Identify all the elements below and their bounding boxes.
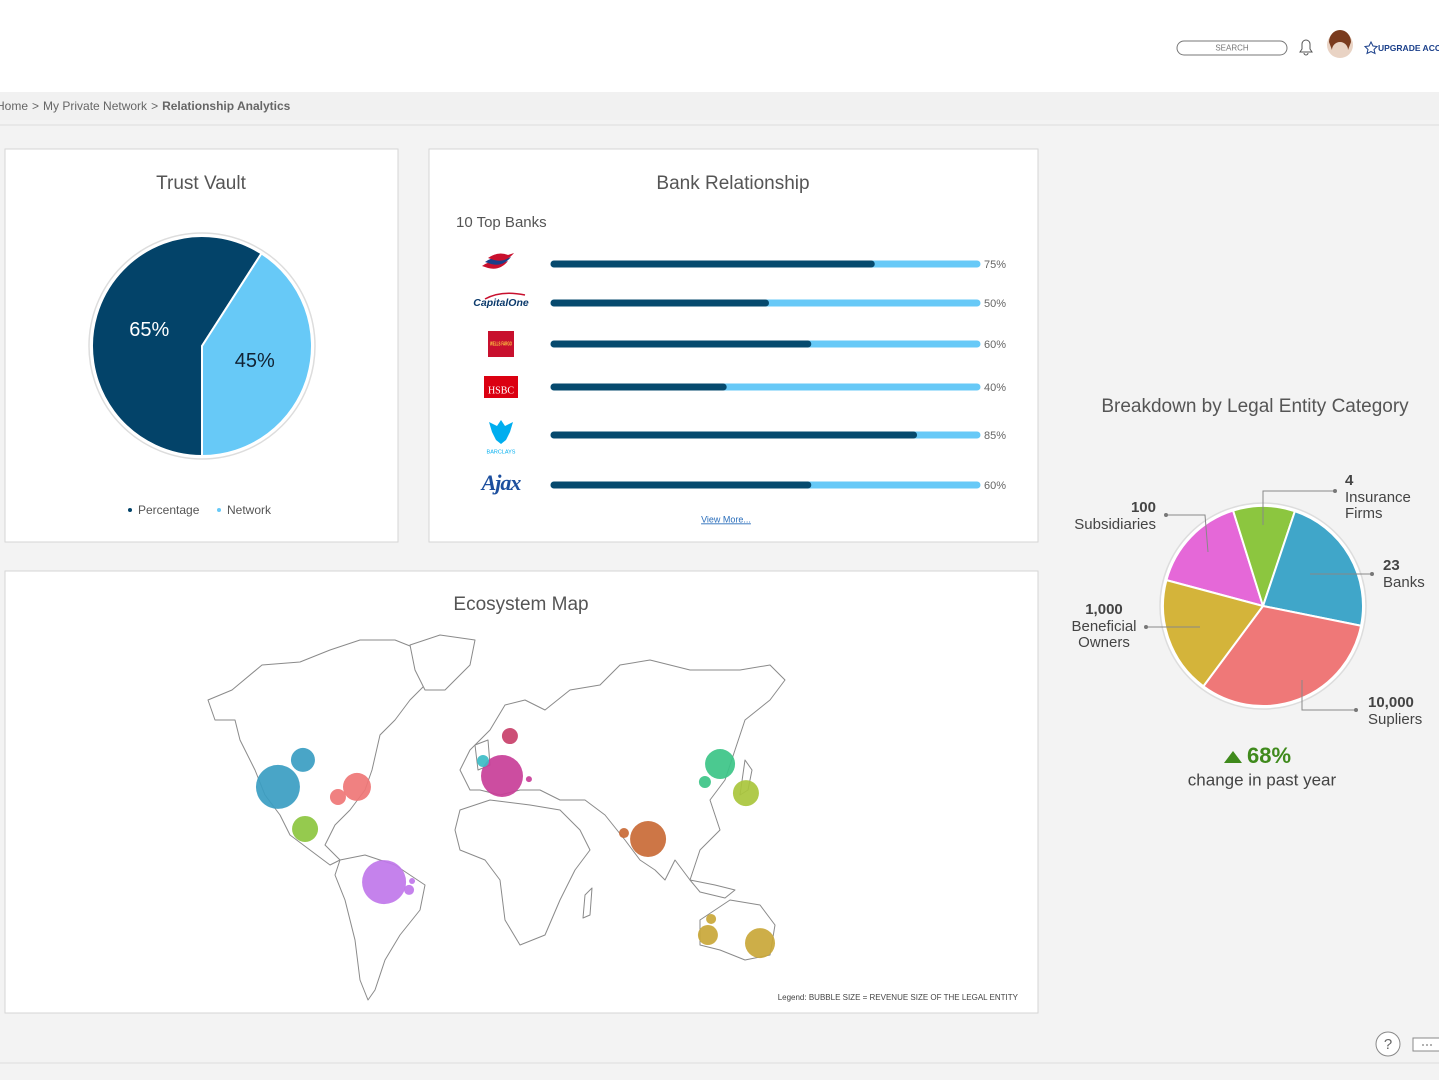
help-button[interactable] [1375,1031,1401,1057]
breadcrumb-separator: > [32,99,39,113]
card [4,570,1039,1014]
breadcrumb-bar [0,92,1439,120]
breadcrumb-item: Relationship Analytics [162,99,291,113]
leader-dot [1354,708,1358,712]
leader-dot [1144,625,1148,629]
chart-title: Ecosystem Map [453,594,588,615]
value-label: 75% [984,259,1006,271]
chart-title: Trust Vault [156,173,246,194]
bubble [745,928,776,959]
bell-icon[interactable] [1299,39,1313,56]
breadcrumb-separator: > [151,99,158,113]
bank-logo [488,253,514,261]
value-label: 60% [984,480,1006,492]
bubble [342,772,371,801]
leader-dot [1333,489,1337,493]
slice-label: 45% [235,350,275,372]
upgrade-link[interactable]: UPGRADE ACCOUNT [1378,43,1439,53]
view-more-link[interactable]: View More... [701,514,751,524]
pie-slice [1165,509,1265,608]
legend-label: Percentage [138,503,200,517]
leader-line [1166,514,1209,553]
bubble [255,764,300,809]
bubble [409,878,416,885]
bubble [476,754,489,767]
bank-logo: Ajax [480,470,522,495]
slice-count: 4 [1345,472,1354,489]
pie-slice [201,252,313,458]
bank-logo: HSBC [488,385,514,396]
bubble [618,828,629,839]
slice-name: Banks [1383,574,1425,591]
world-map [207,634,786,1001]
search-placeholder: SEARCH [1215,44,1249,53]
bubble [329,789,346,806]
leader-line [1262,490,1335,525]
legend-dot [217,508,221,512]
legend-dot [128,508,132,512]
bank-logo [489,420,513,444]
chart-title: Bank Relationship [656,173,809,194]
bank-logo: CapitalOne [473,297,529,309]
bubble [732,780,759,807]
breadcrumb-item[interactable]: My Private Network [43,99,148,113]
bubble [501,728,518,745]
pie-slice [1162,578,1265,688]
bubble [697,925,718,946]
chart-title: Breakdown by Legal Entity Category [1101,396,1409,417]
star-icon [1363,40,1379,55]
bank-logo-swoosh [484,292,526,300]
leader-dot [1370,572,1374,576]
leader-dot [1164,513,1168,517]
bank-logo [488,331,514,357]
help-icon: ? [1384,1036,1392,1053]
bubble [290,747,315,772]
change-caption: change in past year [1188,770,1337,789]
bubble [292,815,319,842]
slice-name: Subsidiaries [1074,516,1156,533]
pie-slice [1201,604,1363,707]
up-arrow [1224,751,1242,763]
value-label: 50% [984,298,1006,310]
bank-logo: BARCLAYS [487,449,516,455]
breadcrumb: Home > My Private Network > Relationship Ana… [0,99,291,113]
pie-slice [91,235,263,458]
avatar-hair [1329,30,1351,50]
bubble [404,884,415,895]
bank-logo [484,376,518,398]
bubble [630,821,667,858]
slice-count: 100 [1130,499,1156,516]
bubble [705,749,736,780]
search-box[interactable] [1176,40,1288,56]
bubble [706,913,717,924]
bubble [525,776,532,783]
slice-label: 65% [129,319,169,341]
breadcrumb-item[interactable]: Home [0,99,28,113]
slice-name: Beneficial Owners [1071,618,1137,651]
legend-label: Network [227,503,272,517]
bank-logo: WELLS FARGO [490,341,512,347]
leader-line [1301,680,1356,711]
value-label: 85% [984,430,1006,442]
slice-count: 10,000 [1368,694,1414,711]
slice-count: 23 [1383,557,1400,574]
value-label: 40% [984,382,1006,394]
bubble [698,775,711,788]
slice-name: Insurance Firms [1345,489,1411,522]
map-legend-note: Legend: BUBBLE SIZE = REVENUE SIZE OF TH… [778,993,1019,1002]
slice-name: Supliers [1368,711,1423,728]
chart-subtitle: 10 Top Banks [456,214,547,231]
bubble [362,860,407,905]
slice-count: 1,000 [1085,601,1123,618]
value-label: 60% [984,339,1006,351]
pie-slice [1261,509,1364,627]
change-value: 68% [1247,743,1291,768]
bubble [481,755,523,797]
